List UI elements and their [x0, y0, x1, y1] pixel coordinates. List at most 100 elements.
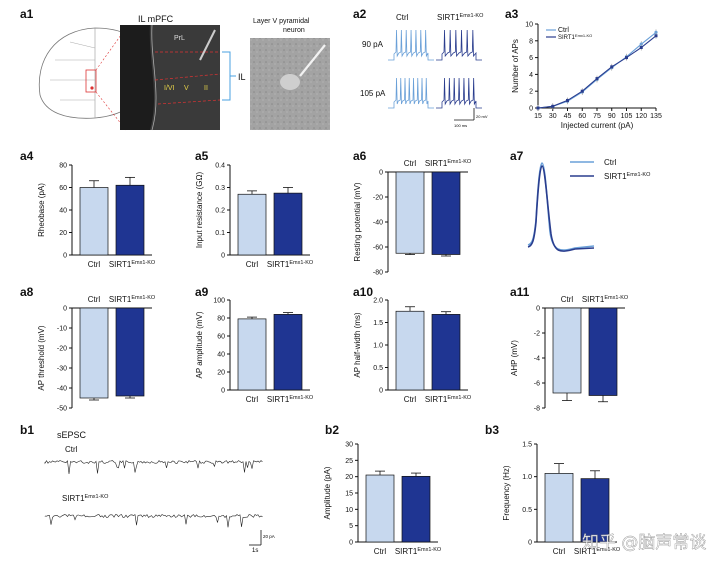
panel-label-b1: b1 [20, 423, 34, 437]
chart-a4: 0 20 40 60 80 Ctrl SIRT1Emx1-KO Rheobase (pA) [37, 163, 156, 270]
a5-xtick-ctrl: Ctrl [246, 260, 259, 269]
panel-label-a6: a6 [353, 149, 367, 163]
b3-ytick-label: 0.5 [522, 507, 532, 514]
a8-bar-ctrl [80, 308, 108, 398]
a3-xtick-label: 60 [578, 113, 586, 120]
a2-trace [436, 78, 482, 108]
a9-ytick-label: 80 [217, 316, 225, 323]
mpfc-micrograph [120, 25, 220, 130]
a9-xtick-ctrl: Ctrl [246, 395, 259, 404]
a10-xtick-ko: SIRT1Emx1-KO [425, 395, 472, 404]
a4-ytick-label: 0 [63, 253, 67, 260]
a3-legend-ko: SIRT1Emx1-KO [558, 33, 592, 41]
a6-bar-ko [432, 172, 460, 255]
b3-ytick-label: 1.5 [522, 442, 532, 449]
a2-scale-t-label: 100 ms [454, 123, 467, 128]
a8-bar-ko [116, 308, 144, 396]
a10-bar-ctrl [396, 311, 424, 390]
panel-label-a1: a1 [20, 7, 34, 21]
a7-legend-ko: SIRT1Emx1-KO [604, 172, 651, 181]
a5-ytick-label: 0.3 [215, 185, 225, 192]
a3-ytick-label: 10 [525, 22, 533, 29]
a11-ytick-label: -2 [534, 331, 540, 338]
a3-xtick-label: 30 [549, 113, 557, 120]
a1-prl-label: PrL [174, 35, 185, 42]
a11-xtick-ko: SIRT1Emx1-KO [582, 295, 629, 304]
b2-bar-ko [402, 476, 430, 542]
a10-ytick-label: 0.5 [373, 365, 383, 372]
a5-ytick-label: 0 [221, 253, 225, 260]
a9-xtick-ko: SIRT1Emx1-KO [267, 395, 314, 404]
a3-point-ko [625, 56, 628, 59]
b3-ylabel: Frequency (Hz) [502, 465, 511, 520]
a2-row-90pa: 90 pA [362, 40, 384, 49]
a2-ctrl-header: Ctrl [396, 13, 409, 22]
a6-ytick-label: -80 [373, 270, 383, 277]
a4-xtick-ko: SIRT1Emx1-KO [109, 260, 156, 269]
b2-ylabel: Amplitude (pA) [323, 466, 332, 519]
b3-ytick-label: 0 [528, 540, 532, 547]
a1-layer-title-2: neuron [283, 27, 305, 34]
a3-point-ko [596, 77, 599, 80]
a6-ytick-label: -60 [373, 245, 383, 252]
a9-ytick-label: 20 [217, 370, 225, 377]
panel-label-a3: a3 [505, 7, 519, 21]
a5-ylabel: Input resistance (GΩ) [195, 172, 204, 249]
a9-bar-ctrl [238, 319, 266, 390]
a8-ytick-label: 0 [63, 306, 67, 313]
a4-ylabel: Rheobase (pA) [37, 183, 46, 237]
chart-a8: 0 -10 -20 -30 -40 -50 Ctrl SIRT1Emx1-KO AP thres… [37, 295, 156, 413]
b2-bar-ctrl [366, 475, 394, 542]
a9-ytick-label: 40 [217, 352, 225, 359]
a2-trace [388, 78, 434, 108]
panel-label-b2: b2 [325, 423, 339, 437]
a3-legend-ctrl: Ctrl [558, 27, 569, 34]
a3-ytick-label: 4 [529, 72, 533, 79]
chart-a9: 0 20 40 60 80 100 Ctrl SIRT1Emx1-KO AP amplitude… [195, 298, 314, 405]
a5-ytick-label: 0.4 [215, 163, 225, 170]
panel-label-a11: a11 [510, 285, 530, 299]
panel-label-a8: a8 [20, 285, 34, 299]
a1-title: IL mPFC [138, 14, 174, 24]
a3-xtick-label: 120 [635, 113, 647, 120]
chart-b2: 0 5 10 15 20 25 30 Ctrl SIRT1Emx1-KO Amplitude (p… [323, 442, 442, 557]
b1-trace [45, 461, 263, 475]
a9-ytick-label: 100 [213, 298, 225, 305]
a3-xtick-label: 135 [650, 113, 662, 120]
a4-ytick-label: 60 [59, 185, 67, 192]
a3-legend: Ctrl SIRT1Emx1-KO [546, 27, 592, 41]
chart-a5: 00.10.20.30.4Ctrl SIRT1Emx1-KOInput resis… [195, 163, 314, 270]
panel-label-a10: a10 [353, 285, 373, 299]
a3-point-ko [640, 46, 643, 49]
a10-ytick-label: 0 [379, 388, 383, 395]
a5-bar-ctrl [238, 194, 266, 255]
panel-label-a7: a7 [510, 149, 524, 163]
a8-ytick-label: -30 [57, 366, 67, 373]
b2-ytick-label: 0 [349, 540, 353, 547]
a8-ytick-label: -10 [57, 326, 67, 333]
a8-ytick-label: -50 [57, 406, 67, 413]
a1-layer-iv-label: I/VI [164, 85, 175, 92]
a9-bar-ko [274, 314, 302, 390]
panel-label-a4: a4 [20, 149, 34, 163]
a2-trace [388, 30, 434, 60]
a3-point-ko [551, 105, 554, 108]
b1-scale-t-label: 1s [252, 548, 258, 554]
a10-ylabel: AP half-width (ms) [353, 312, 362, 378]
a3-point-ko [566, 99, 569, 102]
a6-bar-ctrl [396, 172, 424, 253]
figure-canvas: a1 IL mPFC PrL I/VI V II IL Layer V pyra… [0, 0, 720, 567]
a3-xlabel: Injected current (pA) [561, 121, 634, 130]
a6-xtick-ko: SIRT1Emx1-KO [425, 159, 472, 168]
a5-bar-ko [274, 193, 302, 255]
b2-ytick-label: 15 [345, 491, 353, 498]
a6-ytick-label: -40 [373, 220, 383, 227]
a5-xtick-ko: SIRT1Emx1-KO [267, 260, 314, 269]
a3-ytick-label: 0 [529, 106, 533, 113]
chart-a6: 0 -20 -40 -60 -80 Ctrl SIRT1Emx1-KO Resting pot… [353, 159, 472, 277]
a3-xtick-label: 105 [621, 113, 633, 120]
a11-ytick-label: -6 [534, 381, 540, 388]
a2-row-105pa: 105 pA [360, 89, 386, 98]
a6-ytick-label: -20 [373, 195, 383, 202]
a9-ytick-label: 60 [217, 334, 225, 341]
